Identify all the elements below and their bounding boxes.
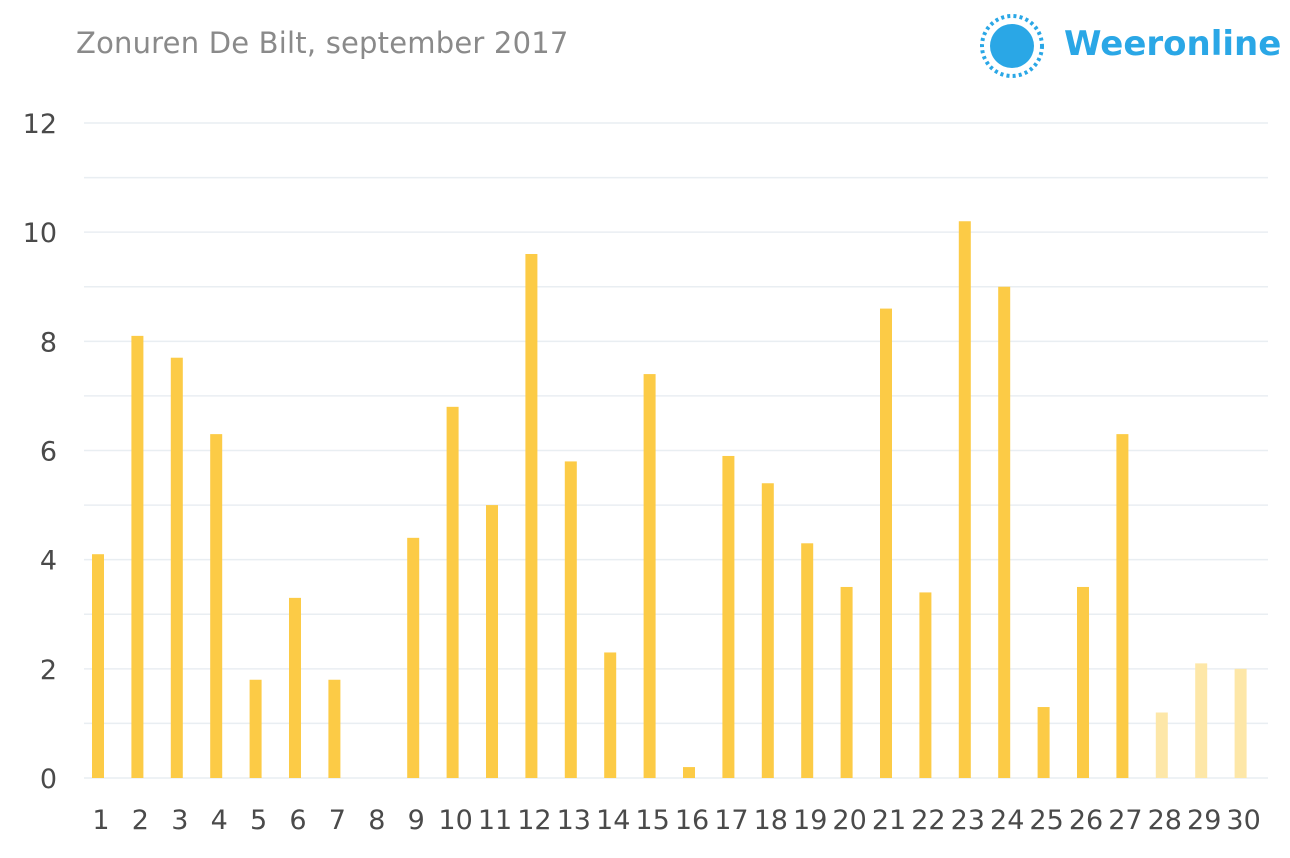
bar-day-17[interactable] bbox=[722, 455, 735, 778]
bar-day-13[interactable] bbox=[564, 461, 577, 778]
bar-day-14[interactable] bbox=[604, 652, 617, 778]
bar-day-10[interactable] bbox=[446, 406, 459, 778]
x-tick-label: 25 bbox=[1029, 805, 1063, 836]
y-tick-label: 12 bbox=[23, 109, 57, 140]
x-tick-label: 23 bbox=[951, 805, 985, 836]
x-tick-label: 16 bbox=[675, 805, 709, 836]
x-tick-label: 12 bbox=[517, 805, 551, 836]
bar-day-5[interactable] bbox=[249, 679, 262, 778]
bar-day-2[interactable] bbox=[131, 335, 144, 778]
bar-day-9[interactable] bbox=[407, 537, 420, 778]
x-tick-label: 18 bbox=[754, 805, 788, 836]
y-tick-label: 10 bbox=[23, 218, 57, 249]
x-tick-label: 3 bbox=[171, 805, 188, 836]
x-tick-label: 8 bbox=[368, 805, 385, 836]
y-tick-label: 2 bbox=[40, 655, 57, 686]
x-tick-label: 5 bbox=[250, 805, 267, 836]
weeronline-logo[interactable]: Weeronline bbox=[976, 10, 1281, 82]
x-tick-label: 1 bbox=[92, 805, 109, 836]
x-tick-label: 6 bbox=[289, 805, 306, 836]
bar-day-30[interactable] bbox=[1234, 668, 1247, 778]
x-tick-label: 15 bbox=[635, 805, 669, 836]
x-tick-label: 19 bbox=[793, 805, 827, 836]
sun-icon bbox=[980, 14, 1044, 78]
brand-name: Weeronline bbox=[1064, 24, 1282, 64]
x-tick-label: 22 bbox=[911, 805, 945, 836]
x-tick-label: 4 bbox=[211, 805, 228, 836]
x-tick-label: 2 bbox=[132, 805, 149, 836]
bar-day-22[interactable] bbox=[919, 592, 932, 778]
x-tick-label: 29 bbox=[1187, 805, 1221, 836]
x-tick-label: 9 bbox=[408, 805, 425, 836]
x-tick-label: 21 bbox=[872, 805, 906, 836]
bar-day-1[interactable] bbox=[92, 554, 104, 778]
bar-day-18[interactable] bbox=[761, 483, 774, 778]
x-tick-label: 28 bbox=[1148, 805, 1182, 836]
x-tick-label: 11 bbox=[478, 805, 512, 836]
bar-day-16[interactable] bbox=[683, 767, 695, 778]
bar-day-12[interactable] bbox=[525, 254, 538, 778]
x-tick-label: 13 bbox=[557, 805, 591, 836]
x-tick-label: 10 bbox=[438, 805, 472, 836]
bar-day-23[interactable] bbox=[958, 221, 971, 778]
x-tick-label: 14 bbox=[596, 805, 630, 836]
x-tick-label: 26 bbox=[1069, 805, 1103, 836]
x-axis-ticks: 1 2 3 4 5 6 7 8 9 10 11 12 13 14 15 16 17 18 19 20 21 22 23 24 2… bbox=[92, 805, 1260, 836]
y-tick-label: 4 bbox=[40, 546, 57, 577]
bar-day-7[interactable] bbox=[328, 679, 341, 778]
bar-day-24[interactable] bbox=[998, 286, 1011, 778]
x-tick-label: 20 bbox=[832, 805, 866, 836]
bar-day-25[interactable] bbox=[1037, 707, 1050, 778]
y-axis-ticks: 0 2 4 6 8 10 12 bbox=[23, 109, 57, 795]
bar-day-3[interactable] bbox=[170, 357, 183, 778]
x-tick-label: 30 bbox=[1226, 805, 1260, 836]
bar-day-26[interactable] bbox=[1077, 586, 1089, 778]
bar-day-4[interactable] bbox=[210, 434, 223, 778]
bar-day-11[interactable] bbox=[486, 505, 498, 778]
y-tick-label: 0 bbox=[40, 764, 57, 795]
x-tick-label: 17 bbox=[714, 805, 748, 836]
y-tick-label: 8 bbox=[40, 327, 57, 358]
bar-day-29[interactable] bbox=[1195, 663, 1208, 778]
bar-day-21[interactable] bbox=[880, 308, 892, 778]
bar-day-28[interactable] bbox=[1155, 712, 1168, 779]
bars bbox=[92, 221, 1247, 778]
bar-day-19[interactable] bbox=[801, 543, 814, 778]
x-tick-label: 27 bbox=[1108, 805, 1142, 836]
gridlines bbox=[84, 122, 1268, 779]
bar-day-6[interactable] bbox=[289, 597, 301, 778]
bar-day-27[interactable] bbox=[1116, 434, 1129, 778]
bar-day-20[interactable] bbox=[840, 586, 853, 778]
y-tick-label: 6 bbox=[40, 437, 57, 468]
x-tick-label: 7 bbox=[329, 805, 346, 836]
bar-day-15[interactable] bbox=[643, 374, 656, 778]
chart-title: Zonuren De Bilt, september 2017 bbox=[76, 26, 569, 60]
x-tick-label: 24 bbox=[990, 805, 1024, 836]
